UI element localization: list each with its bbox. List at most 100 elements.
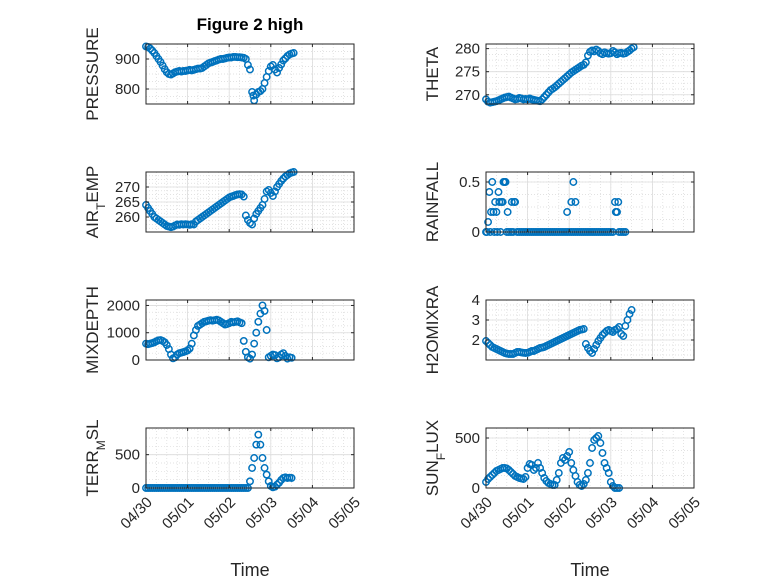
y-tick-label: 2000 — [107, 297, 140, 314]
y-tick-label: 270 — [115, 179, 140, 196]
data-point — [287, 353, 296, 362]
data-point — [598, 449, 607, 457]
data-point — [586, 459, 594, 467]
data-point — [239, 336, 248, 345]
y-tick-label: 900 — [115, 51, 140, 68]
data-point — [254, 317, 263, 326]
y-axis-label: RAINFALL — [423, 162, 442, 242]
air_temp-series — [142, 168, 298, 232]
y-axis-label: AIRTEMP — [83, 166, 108, 239]
y-tick-label: 0 — [132, 352, 140, 369]
data-point — [503, 208, 512, 216]
data-point — [561, 456, 569, 464]
data-point — [484, 475, 493, 483]
data-point — [246, 354, 254, 363]
pressure-series — [142, 42, 298, 105]
data-point — [289, 49, 298, 57]
data-point — [559, 454, 567, 462]
theta-series — [482, 43, 638, 107]
data-point — [271, 187, 279, 196]
data-point — [273, 68, 281, 77]
data-point — [191, 326, 200, 334]
y-tick-label: 4 — [472, 292, 480, 309]
data-point — [243, 61, 252, 69]
data-point — [256, 440, 265, 449]
terr_msl-grid — [145, 428, 355, 489]
y-tick-label: 265 — [115, 194, 140, 211]
data-point — [581, 58, 590, 67]
data-point — [507, 198, 516, 206]
data-point — [504, 466, 513, 474]
data-point — [248, 350, 257, 359]
y-axis-label: TERRMSL — [83, 419, 108, 496]
data-point — [264, 477, 273, 486]
x-tick-label: 04/30 — [457, 494, 496, 533]
data-point — [187, 339, 196, 348]
data-point — [604, 469, 613, 477]
data-point — [501, 178, 510, 186]
data-point — [521, 473, 530, 481]
data-point — [594, 432, 603, 440]
data-point — [246, 65, 254, 74]
data-point — [498, 198, 507, 206]
data-point — [268, 192, 277, 200]
data-point — [563, 452, 572, 460]
data-point — [250, 339, 259, 348]
y-tick-label: 800 — [115, 81, 140, 98]
data-point — [262, 470, 271, 479]
y-tick-label: 0.5 — [459, 174, 480, 191]
data-point — [577, 482, 586, 490]
data-point — [611, 198, 619, 206]
data-point — [579, 325, 588, 333]
h2omixra-frame — [485, 299, 695, 361]
chart-title: Figure 2 high — [197, 15, 304, 34]
data-point — [567, 198, 576, 206]
rainfall-frame — [485, 171, 695, 233]
data-point — [494, 188, 503, 196]
x-axis-label: Time — [230, 560, 269, 580]
rainfall-axes: 0 0.5 RAINFALL — [423, 162, 695, 242]
mixdepth-axes: 0 1000 2000 MIXDEPTH — [83, 286, 355, 374]
data-point — [268, 61, 277, 69]
y-tick-label: 260 — [115, 209, 140, 226]
data-point — [617, 330, 626, 338]
pressure-axes: 800 900 PRESSURE Figure 2 high — [83, 15, 355, 121]
data-point — [579, 480, 588, 488]
terr_msl-axes: 0 500 04/30 05/01 05/02 05/03 05/04 05/05 Time TE… — [83, 419, 364, 580]
data-point — [271, 482, 279, 491]
y-tick-label: 1000 — [107, 325, 140, 342]
x-tick-label: 05/05 — [665, 494, 704, 533]
y-tick-label: 0 — [472, 480, 480, 497]
data-point — [146, 44, 155, 53]
y-tick-label: 275 — [455, 64, 480, 81]
data-point — [588, 444, 597, 452]
data-point — [484, 218, 493, 226]
data-point — [256, 87, 265, 96]
data-point — [237, 319, 246, 328]
data-point — [511, 198, 520, 206]
data-point — [567, 459, 576, 467]
data-point — [588, 349, 597, 357]
data-point — [287, 474, 296, 482]
x-tick-label: 05/02 — [541, 494, 580, 533]
data-point — [252, 440, 261, 449]
data-point — [507, 468, 515, 476]
data-point — [569, 178, 578, 186]
x-tick-label: 05/05 — [325, 494, 364, 533]
pressure-frame — [145, 43, 355, 105]
data-point — [592, 341, 601, 349]
data-point — [627, 306, 636, 314]
y-tick-label: 270 — [455, 87, 480, 104]
data-point — [519, 475, 528, 483]
data-point — [581, 476, 590, 484]
x-axis-label: Time — [570, 560, 609, 580]
data-point — [258, 454, 267, 462]
x-tick-label: 05/01 — [499, 494, 538, 533]
data-point — [625, 310, 634, 318]
data-point — [592, 434, 601, 442]
mixdepth-frame — [145, 299, 355, 361]
y-axis-label: H2OMIXRA — [423, 285, 442, 374]
data-point — [248, 464, 257, 472]
data-point — [260, 464, 269, 472]
